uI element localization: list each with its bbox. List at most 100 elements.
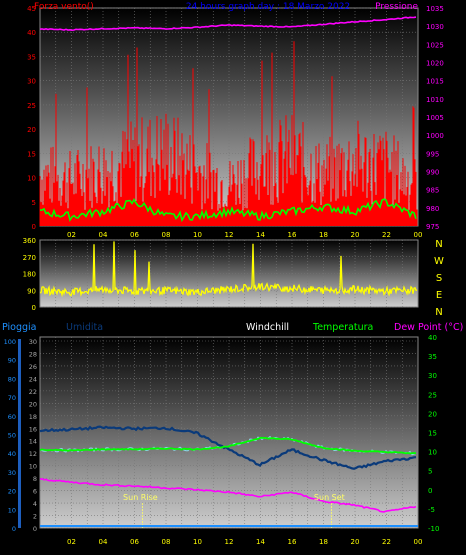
x-tick-label: 14 bbox=[256, 538, 265, 546]
right-tick-label: 990 bbox=[426, 169, 439, 177]
temperature-series bbox=[39, 436, 417, 455]
direction-tick-label: 270 bbox=[23, 254, 36, 262]
sun-rise-label: Sun Rise bbox=[123, 493, 158, 502]
right-tick-label: 1010 bbox=[426, 96, 444, 104]
humidity-tick-label: 16 bbox=[29, 425, 37, 433]
compass-label: E bbox=[436, 290, 442, 301]
right-tick-label: 1035 bbox=[426, 5, 444, 13]
x-tick-label: 00 bbox=[414, 538, 423, 546]
x-tick-label: 04 bbox=[99, 538, 108, 546]
rain-tick-label: 80 bbox=[8, 375, 16, 383]
temperature-tick-label: 35 bbox=[428, 353, 437, 361]
rain-tick-label: 100 bbox=[4, 338, 16, 346]
humidity-tick-label: 24 bbox=[29, 375, 37, 383]
temperature-tick-label: -5 bbox=[428, 506, 435, 514]
rain-axis-bar bbox=[18, 339, 21, 528]
humidity-tick-label: 2 bbox=[33, 513, 37, 521]
x-tick-label: 16 bbox=[288, 231, 297, 239]
rain-tick-label: 0 bbox=[12, 525, 16, 533]
compass-label: N bbox=[435, 307, 442, 318]
left-tick-label: 5 bbox=[32, 199, 36, 207]
left-tick-label: 45 bbox=[27, 5, 36, 13]
right-tick-label: 1005 bbox=[426, 114, 444, 122]
x-tick-label: 12 bbox=[225, 538, 234, 546]
temperature-tick-label: 25 bbox=[428, 391, 437, 399]
x-tick-label: 14 bbox=[256, 231, 265, 239]
left-tick-label: 35 bbox=[27, 53, 36, 61]
humidity-tick-label: 22 bbox=[29, 388, 37, 396]
humidity-tick-label: 20 bbox=[29, 400, 37, 408]
pressure-axis-title: Pressione bbox=[375, 2, 418, 12]
humidity-tick-label: 4 bbox=[33, 500, 37, 508]
humidity-tick-label: 28 bbox=[29, 350, 37, 358]
x-tick-label: 02 bbox=[67, 231, 76, 239]
wind-direction-series bbox=[39, 241, 418, 298]
rain-tick-label: 10 bbox=[8, 506, 16, 514]
humidity-tick-label: 8 bbox=[33, 475, 37, 483]
left-tick-label: 40 bbox=[27, 29, 36, 37]
rain-tick-label: 70 bbox=[8, 394, 16, 402]
x-tick-label: 22 bbox=[382, 231, 391, 239]
direction-tick-label: 180 bbox=[23, 271, 36, 279]
x-tick-label: 10 bbox=[193, 231, 202, 239]
humidity-series bbox=[39, 425, 417, 470]
wind-average-series bbox=[40, 197, 417, 223]
x-tick-label: 18 bbox=[319, 538, 328, 546]
compass-label: N bbox=[435, 239, 442, 250]
left-tick-label: 25 bbox=[27, 102, 36, 110]
rain-tick-label: 30 bbox=[8, 469, 16, 477]
wind-axis-title: Forza vento() bbox=[34, 2, 94, 12]
x-tick-label: 08 bbox=[162, 538, 171, 546]
humidity-tick-label: 26 bbox=[29, 363, 37, 371]
right-tick-label: 1000 bbox=[426, 132, 444, 140]
temperature-tick-label: 5 bbox=[428, 468, 432, 476]
right-tick-label: 985 bbox=[426, 187, 439, 195]
left-tick-label: 20 bbox=[27, 126, 36, 134]
sun-set-label: Sun Set bbox=[314, 493, 345, 502]
pressure-series bbox=[39, 16, 417, 32]
left-tick-label: 10 bbox=[27, 175, 36, 183]
temperature-tick-label: 0 bbox=[428, 487, 432, 495]
left-tick-label: 15 bbox=[27, 150, 36, 158]
x-tick-label: 20 bbox=[351, 231, 360, 239]
rain-tick-label: 50 bbox=[8, 432, 16, 440]
x-tick-label: 12 bbox=[225, 231, 234, 239]
x-tick-label: 10 bbox=[193, 538, 202, 546]
left-tick-label: 0 bbox=[32, 223, 36, 231]
x-tick-label: 00 bbox=[414, 231, 423, 239]
x-tick-label: 02 bbox=[67, 538, 76, 546]
dew-point-series bbox=[39, 477, 417, 513]
rain-tick-label: 60 bbox=[8, 413, 16, 421]
wind-speed-series bbox=[39, 41, 418, 226]
humidity-tick-label: 14 bbox=[29, 438, 37, 446]
x-tick-label: 18 bbox=[319, 231, 328, 239]
legend-label: Temperatura bbox=[312, 322, 373, 333]
x-tick-label: 16 bbox=[288, 538, 297, 546]
x-tick-label: 06 bbox=[130, 231, 139, 239]
rain-tick-label: 40 bbox=[8, 450, 16, 458]
x-tick-label: 20 bbox=[351, 538, 360, 546]
rain-tick-label: 20 bbox=[8, 488, 16, 496]
humidity-tick-label: 0 bbox=[33, 525, 37, 533]
right-tick-label: 1020 bbox=[426, 60, 444, 68]
direction-tick-label: 0 bbox=[32, 304, 36, 312]
rain-tick-label: 90 bbox=[8, 357, 16, 365]
humidity-tick-label: 12 bbox=[29, 450, 37, 458]
left-tick-label: 30 bbox=[27, 78, 36, 86]
right-tick-label: 1025 bbox=[426, 41, 444, 49]
x-tick-label: 06 bbox=[130, 538, 139, 546]
legend-label: Pioggia bbox=[2, 322, 37, 333]
chart-title: 24 hours graph day : 18 Marzo 2022 bbox=[186, 2, 350, 12]
right-tick-label: 1015 bbox=[426, 78, 444, 86]
humidity-tick-label: 18 bbox=[29, 413, 37, 421]
x-tick-label: 22 bbox=[382, 538, 391, 546]
x-tick-label: 08 bbox=[162, 231, 171, 239]
x-tick-label: 04 bbox=[99, 231, 108, 239]
right-tick-label: 995 bbox=[426, 150, 439, 158]
right-tick-label: 980 bbox=[426, 205, 439, 213]
right-tick-label: 975 bbox=[426, 223, 439, 231]
temperature-tick-label: 10 bbox=[428, 449, 437, 457]
right-tick-label: 1030 bbox=[426, 23, 444, 31]
